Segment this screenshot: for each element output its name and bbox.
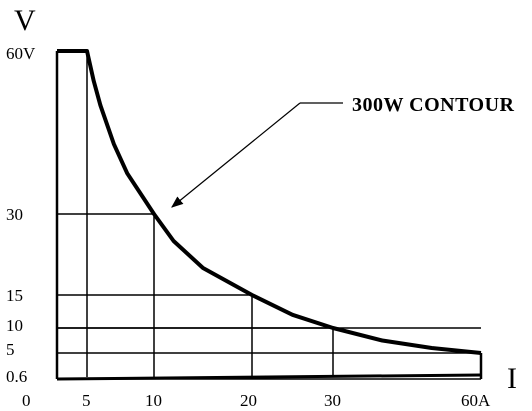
x-tick-30: 30 [324,391,341,410]
x-tick-60: 60A [461,391,491,410]
x-tick-labels: 0 5 10 20 30 60A [22,391,491,410]
y-tick-15: 15 [6,286,23,305]
y-tick-10: 10 [6,316,23,335]
x-tick-5: 5 [82,391,91,410]
curve-layer [56,49,482,381]
contour-annotation: 300W CONTOUR [352,94,515,116]
guide-lines [55,51,483,379]
x-axis-label: I [507,362,517,395]
y-tick-5: 5 [6,340,15,359]
contour-curve [57,49,482,355]
annotation-arrow [171,102,301,208]
x-tick-10: 10 [145,391,162,410]
y-tick-0-6: 0.6 [6,367,27,386]
x-tick-0: 0 [22,391,31,410]
x-tick-20: 20 [240,391,257,410]
y-tick-30: 30 [6,205,23,224]
y-tick-60: 60V [6,44,36,63]
y-tick-labels: 60V 30 15 10 5 0.6 [6,44,36,386]
y-axis-label: V [14,4,36,37]
